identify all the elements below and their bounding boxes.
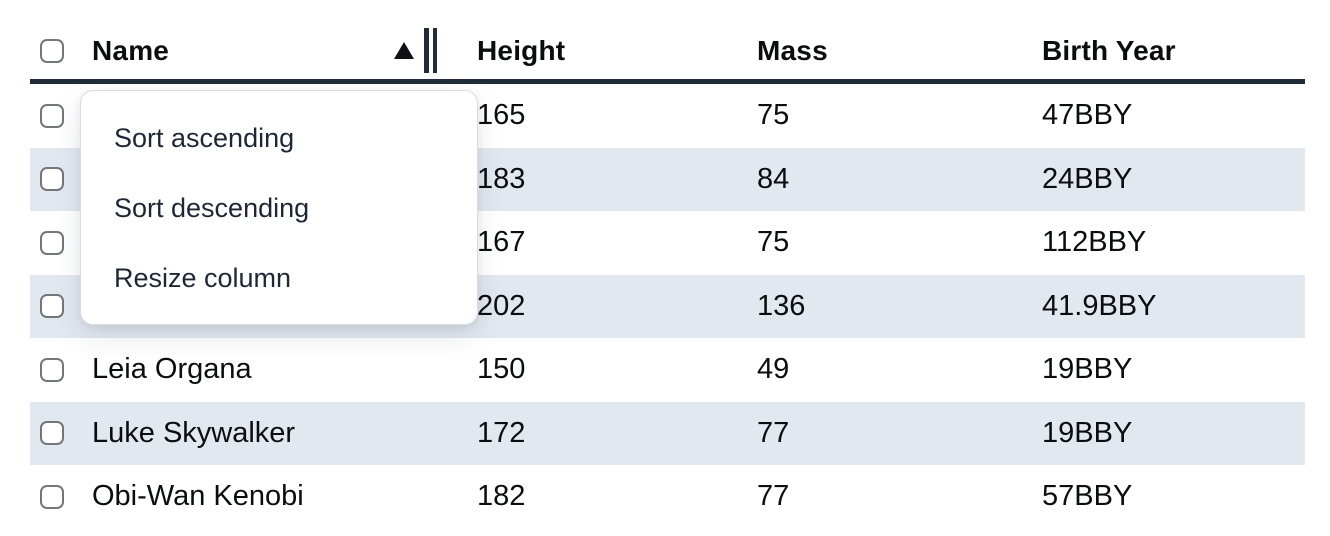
column-resize-handle-icon[interactable] [424, 28, 437, 73]
sort-ascending-icon [394, 42, 414, 59]
table-row: Leia Organa 150 49 19BBY [30, 338, 1305, 402]
column-header-height[interactable]: Height [477, 34, 566, 66]
resize-bar [432, 28, 437, 73]
menu-item-sort-ascending[interactable]: Sort ascending [114, 122, 295, 153]
cell-mass: 77 [757, 480, 790, 510]
cell-height: 167 [477, 226, 526, 259]
column-header-name-label: Name [92, 34, 170, 66]
table-row: 165 75 47BBY [30, 84, 1305, 148]
row-checkbox[interactable] [40, 357, 64, 382]
row-checkbox[interactable] [40, 230, 64, 255]
cell-birth-year: 112BBY [1042, 226, 1147, 259]
cell-mass: 77 [757, 416, 790, 449]
row-checkbox[interactable] [40, 294, 64, 319]
cell-height: 182 [477, 480, 526, 510]
column-header-name[interactable]: Name [92, 28, 455, 73]
cell-birth-year: 24BBY [1042, 162, 1133, 195]
row-checkbox[interactable] [40, 484, 64, 509]
column-context-menu: Sort ascending Sort descending Resize co… [80, 90, 478, 325]
table-row: Obi-Wan Kenobi 182 77 57BBY [30, 465, 1305, 510]
cell-birth-year: 41.9BBY [1042, 289, 1157, 322]
cell-mass: 136 [757, 289, 806, 322]
cell-name: Leia Organa [92, 353, 252, 386]
table-row: 202 136 41.9BBY [30, 274, 1305, 338]
row-checkbox[interactable] [40, 421, 64, 446]
cell-birth-year: 19BBY [1042, 416, 1133, 449]
table-row: 167 75 112BBY [30, 211, 1305, 275]
cell-birth-year: 57BBY [1042, 480, 1133, 510]
column-header-mass[interactable]: Mass [757, 34, 828, 66]
cell-mass: 75 [757, 226, 790, 259]
row-checkbox[interactable] [40, 103, 64, 128]
cell-height: 150 [477, 353, 526, 386]
menu-item-resize-column[interactable]: Resize column [114, 262, 292, 293]
resize-bar [424, 28, 429, 73]
cell-height: 183 [477, 162, 526, 195]
cell-name: Obi-Wan Kenobi [92, 480, 304, 510]
cell-height: 172 [477, 416, 526, 449]
cell-height: 202 [477, 289, 526, 322]
menu-item-sort-descending[interactable]: Sort descending [114, 192, 310, 223]
cell-mass: 84 [757, 162, 790, 195]
cell-height: 165 [477, 99, 526, 132]
column-header-birth-year[interactable]: Birth Year [1042, 34, 1176, 66]
table-header-row: Name Height Mass Birth Year [30, 22, 1305, 84]
cell-birth-year: 19BBY [1042, 353, 1133, 386]
header-checkbox-cell [30, 38, 92, 63]
row-checkbox[interactable] [40, 167, 64, 192]
cell-birth-year: 47BBY [1042, 99, 1133, 132]
table-row: Luke Skywalker 172 77 19BBY [30, 401, 1305, 465]
cell-mass: 49 [757, 353, 790, 386]
select-all-checkbox[interactable] [40, 38, 64, 63]
cell-mass: 75 [757, 99, 790, 132]
data-table: Name Height Mass Birth Year 165 75 47BBY… [30, 22, 1305, 510]
cell-name: Luke Skywalker [92, 416, 296, 449]
